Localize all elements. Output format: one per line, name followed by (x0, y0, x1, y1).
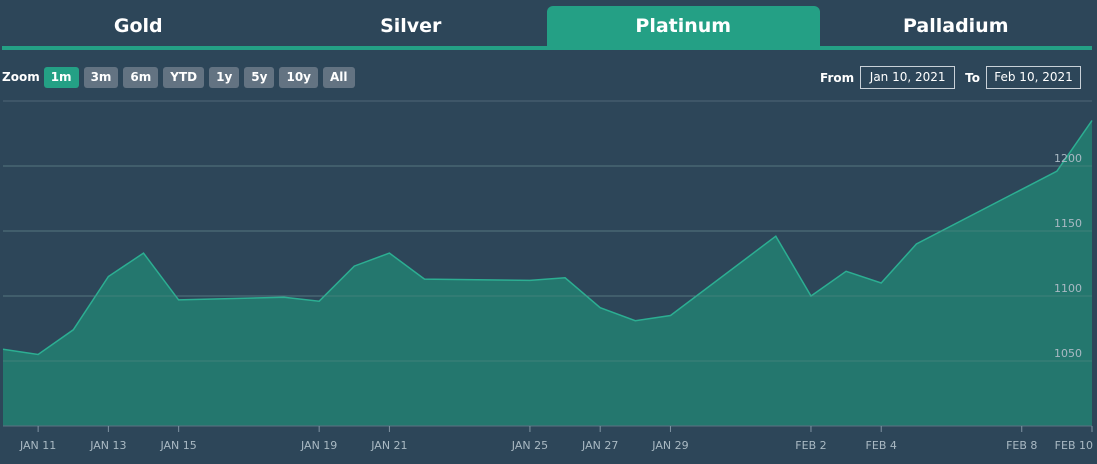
to-date-input[interactable]: Feb 10, 2021 (986, 66, 1081, 89)
to-label: To (965, 70, 980, 85)
x-tick-label-jan-19: JAN 19 (300, 439, 337, 452)
series-area (3, 120, 1092, 426)
zoom-5y-button[interactable]: 5y (244, 66, 275, 88)
zoom-6m-button[interactable]: 6m (123, 66, 159, 88)
y-tick-label-1050: 1050 (1054, 347, 1082, 360)
tab-silver[interactable]: Silver (380, 15, 442, 37)
date-range: From Jan 10, 2021 To Feb 10, 2021 (810, 66, 1081, 89)
x-tick-label-jan-11: JAN 11 (19, 439, 56, 452)
x-tick-label-jan-25: JAN 25 (511, 439, 548, 452)
zoom-label: Zoom (2, 70, 40, 84)
tab-gold[interactable]: Gold (113, 15, 163, 37)
x-tick-label-feb-10: FEB 10 (1055, 439, 1093, 452)
tab-platinum[interactable]: Platinum (547, 6, 820, 46)
zoom-3m-button[interactable]: 3m (83, 66, 119, 88)
x-tick-label-feb-4: FEB 4 (866, 439, 897, 452)
x-tick-label-feb-2: FEB 2 (795, 439, 826, 452)
series-line (2, 120, 1093, 356)
y-tick-label-1150: 1150 (1054, 217, 1082, 230)
tab-underline (2, 46, 1092, 50)
metal-tabs: Gold Silver Platinum Palladium (2, 6, 1092, 46)
x-tick-label-jan-13: JAN 13 (89, 439, 126, 452)
tab-palladium[interactable]: Palladium (902, 15, 1009, 37)
from-date-input[interactable]: Jan 10, 2021 (860, 66, 956, 89)
y-tick-label-1100: 1100 (1054, 282, 1082, 295)
x-tick-label-jan-27: JAN 27 (581, 439, 618, 452)
zoom-all-button[interactable]: All (323, 66, 355, 88)
zoom-10y-button[interactable]: 10y (279, 66, 318, 88)
zoom-controls: Zoom 1m 3m 6m YTD 1y 5y 10y All (2, 66, 360, 88)
zoom-ytd-button[interactable]: YTD (163, 66, 205, 88)
zoom-1y-button[interactable]: 1y (209, 66, 240, 88)
x-tick-label-jan-15: JAN 15 (159, 439, 196, 452)
y-tick-label-1200: 1200 (1054, 152, 1082, 165)
zoom-1m-button[interactable]: 1m (43, 66, 79, 88)
x-tick-label-feb-8: FEB 8 (1006, 439, 1037, 452)
from-label: From (820, 70, 855, 85)
x-tick-label-jan-29: JAN 29 (651, 439, 688, 452)
x-tick-label-jan-21: JAN 21 (370, 439, 407, 452)
